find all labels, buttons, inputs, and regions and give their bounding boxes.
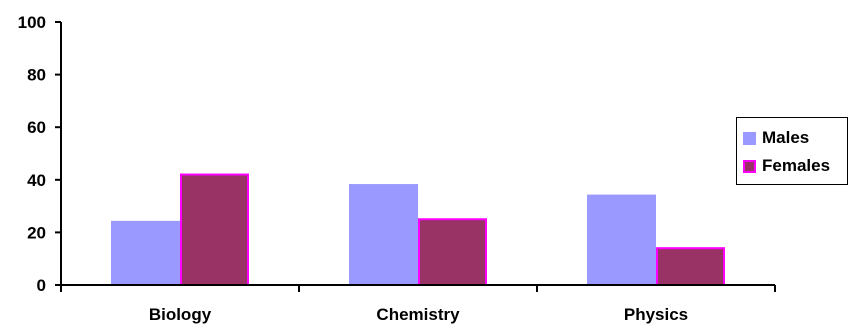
y-tick-label: 0 <box>37 276 46 295</box>
x-category-label: Biology <box>149 305 212 324</box>
x-category-label: Chemistry <box>376 305 460 324</box>
legend-item-males: Males <box>743 128 809 148</box>
y-tick-label: 20 <box>27 223 46 242</box>
x-axis-labels: Biology Chemistry Physics <box>149 305 688 324</box>
legend-swatch-males <box>743 131 756 145</box>
x-axis-ticks <box>60 285 776 292</box>
bar-males-chemistry <box>349 184 418 286</box>
legend-label-females: Females <box>762 156 831 175</box>
legend: Males Females <box>736 117 848 185</box>
legend-swatch-females <box>743 159 756 173</box>
y-tick-label: 60 <box>27 118 46 137</box>
bar-females-biology <box>180 173 249 286</box>
y-tick-label: 40 <box>27 171 46 190</box>
bar-males-biology <box>111 220 180 287</box>
y-tick-label: 80 <box>27 66 46 85</box>
bars-group <box>111 173 725 287</box>
y-axis-ticks: 0 20 40 60 80 100 <box>18 13 61 295</box>
bar-males-physics <box>587 194 656 286</box>
y-tick-label: 100 <box>18 13 46 32</box>
x-category-label: Physics <box>624 305 688 324</box>
bar-females-chemistry <box>418 218 487 286</box>
legend-label-males: Males <box>762 128 810 147</box>
legend-item-females: Females <box>743 156 830 176</box>
bar-females-physics <box>656 247 725 286</box>
